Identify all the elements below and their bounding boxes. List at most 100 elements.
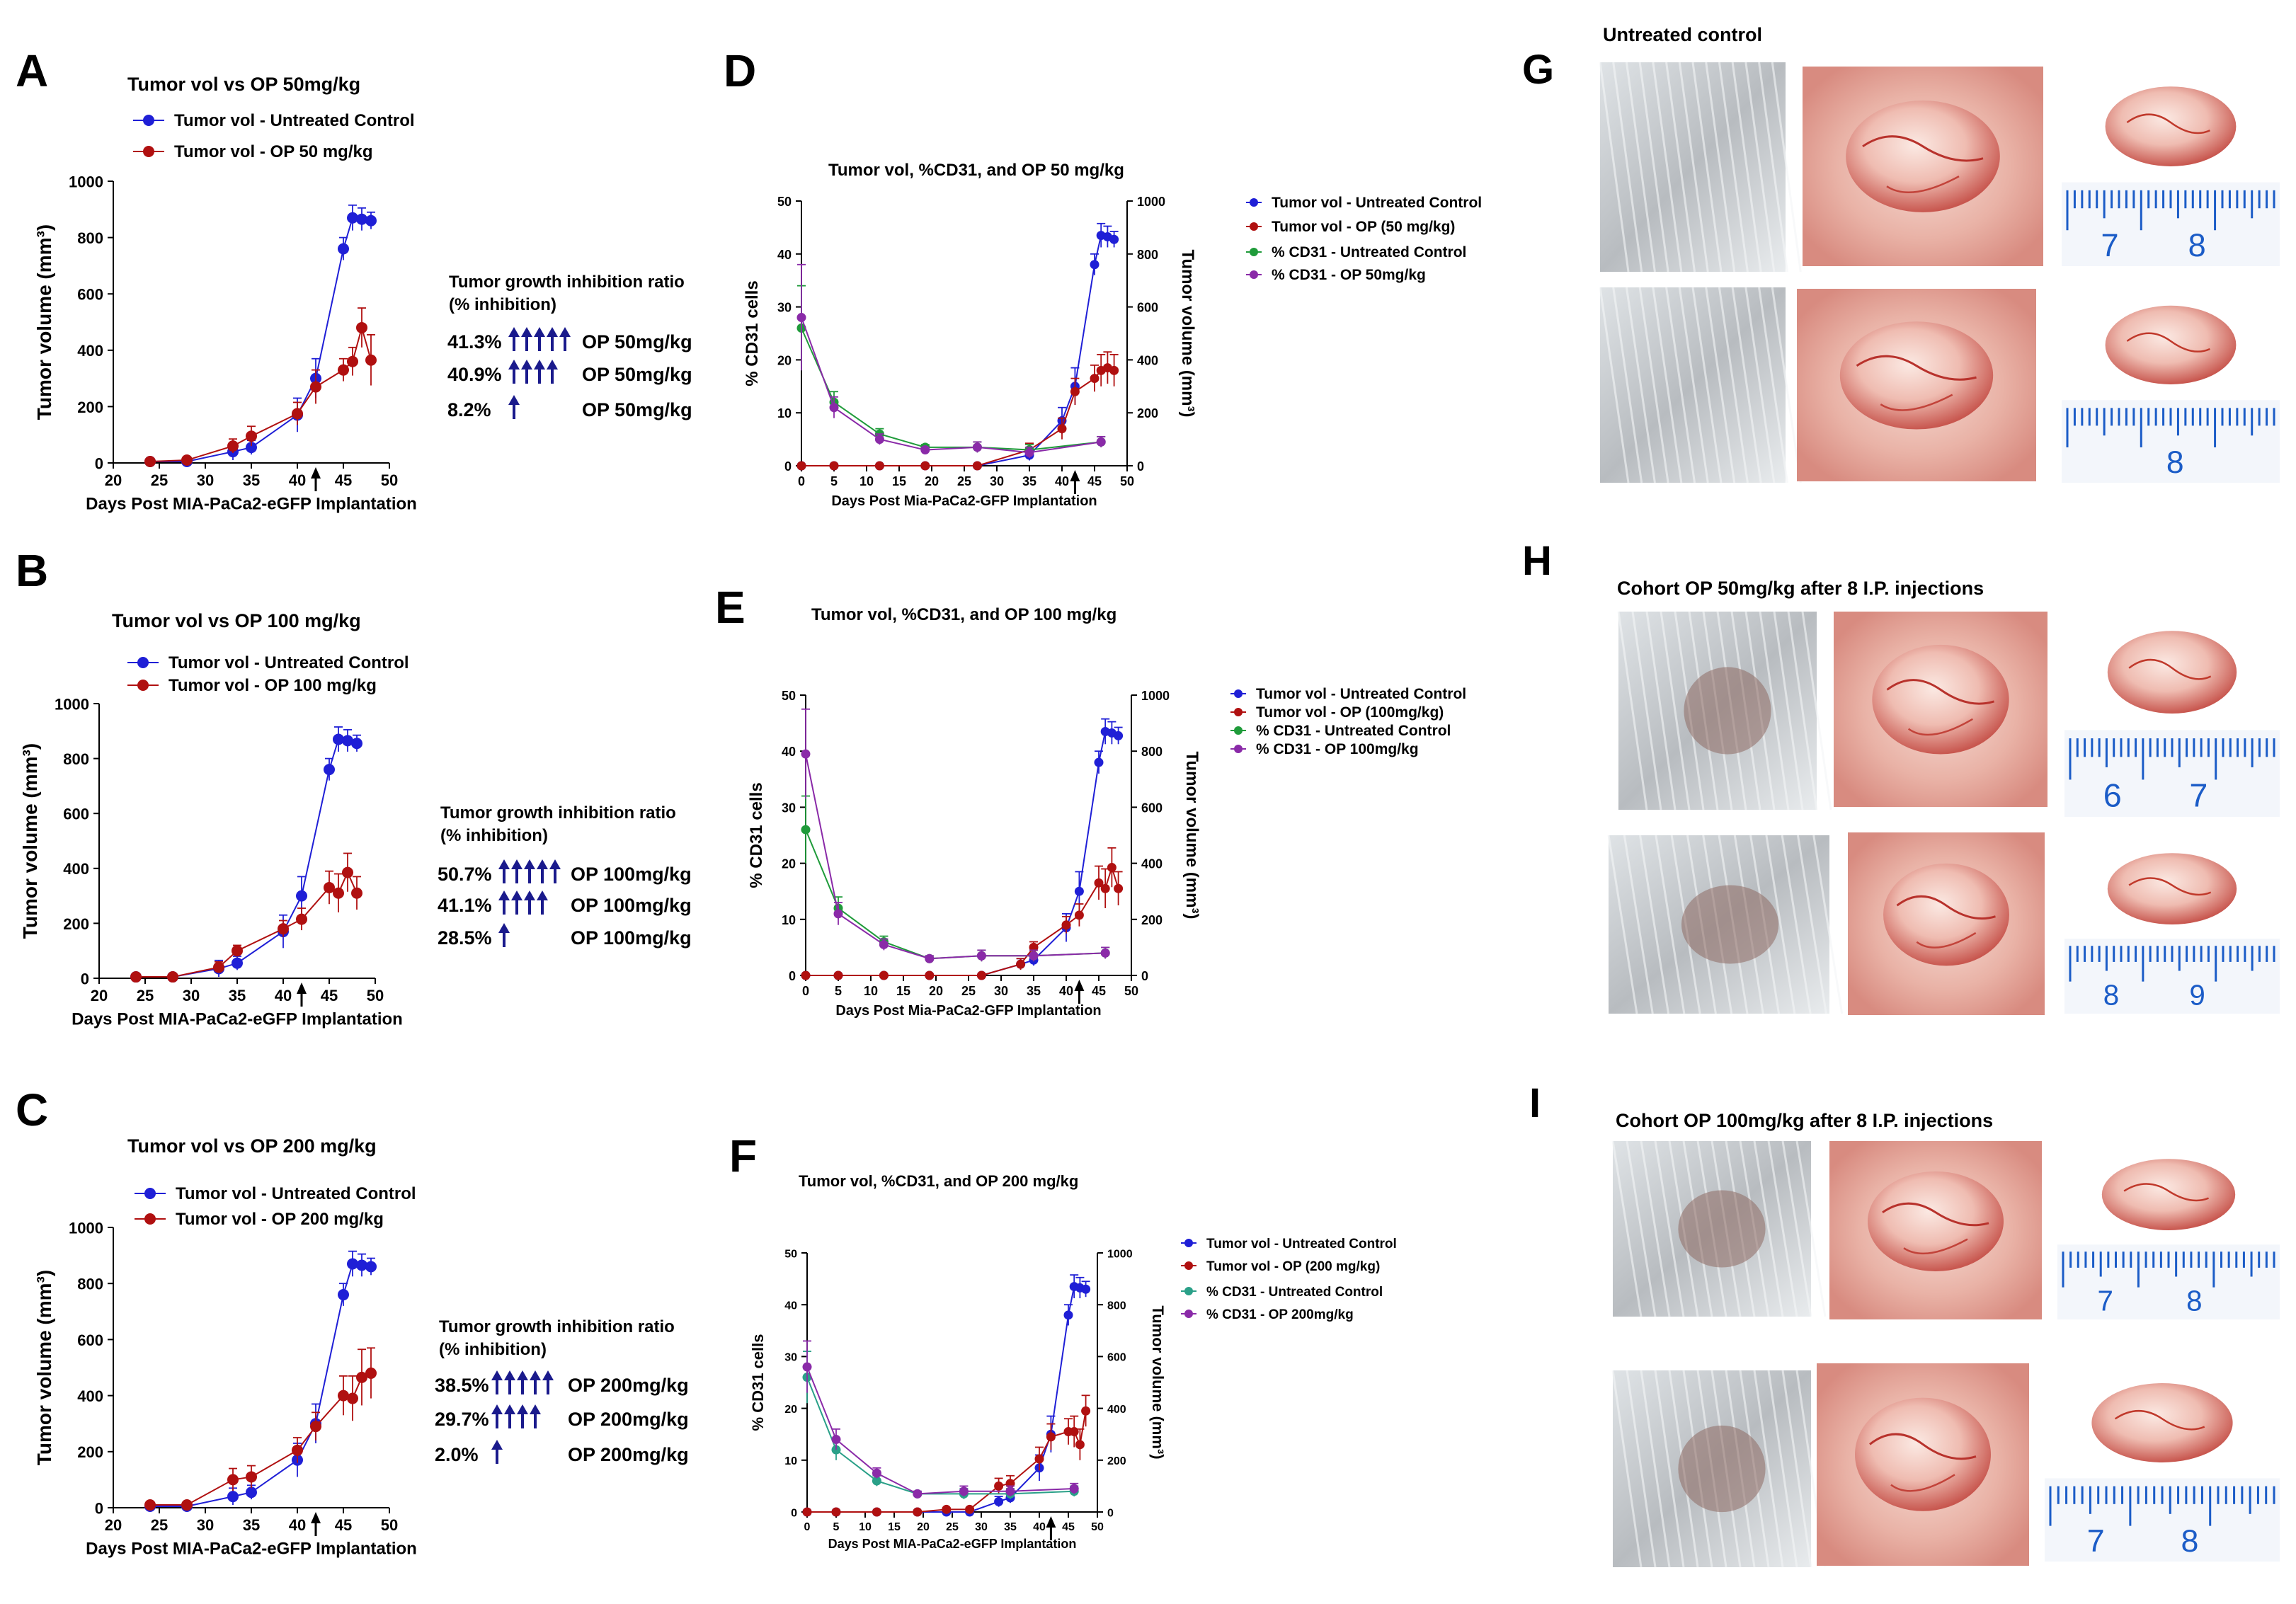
inhibition-label-b: OP 100mg/kg [571,895,692,916]
legend-label-d: % CD31 - Untreated Control [1272,244,1466,260]
y2-tick-label-e: 400 [1141,857,1163,871]
x-tick-label-d: 20 [925,474,939,488]
fur-streak [1691,287,1723,483]
up-arrow-icon [542,1370,554,1380]
y-tick-label-a: 200 [77,399,103,416]
y-tick-label-d: 0 [784,459,792,474]
data-point-a-0 [347,212,358,224]
x-tick-label-f: 10 [859,1521,872,1533]
y2-tick-label-e: 0 [1141,969,1148,983]
fur-streak [1718,62,1749,273]
data-point-a-1 [347,355,358,367]
legend-label-f: Tumor vol - Untreated Control [1206,1237,1397,1251]
y-tick-label-d: 50 [777,195,792,209]
photo-panel-i: Cohort OP 100mg/kg after 8 I.P. injectio… [1611,1110,2280,1568]
x-tick-label-f: 50 [1091,1521,1104,1533]
legend-label-e: % CD31 - Untreated Control [1256,723,1451,739]
excised-tumor [2107,631,2237,714]
panel-letter-g: G [1522,47,1554,93]
series-line-f-3 [806,1366,1075,1495]
fur-streak [1638,62,1669,273]
y-tick-label-c: 1000 [69,1219,103,1237]
data-point-c-0 [246,1486,257,1499]
tumor-mass [1868,1171,2004,1271]
up-arrow-icon [508,360,520,370]
x-axis-label-d: Days Post Mia-PaCa2-GFP Implantation [831,493,1097,509]
data-point-b-1 [278,923,289,935]
data-point-e-1 [925,970,935,980]
y-tick-label-b: 1000 [55,695,89,713]
panel-letter-a: A [16,45,48,96]
excised-tumor [2091,1383,2233,1462]
legend-marker-e [1234,745,1243,753]
y-axis-label-c: Tumor volume (mm³) [33,1270,55,1465]
panel-letter-f: F [729,1130,757,1181]
x-tick-label-c: 30 [197,1516,214,1534]
data-point-f-1 [1069,1427,1079,1437]
y-axis-label-d: % CD31 cells [743,280,762,386]
x-tick-label-e: 20 [929,984,943,998]
fur-streak [1655,835,1686,1014]
inhibition-pct-c: 38.5% [435,1375,489,1396]
data-point-d-3 [1096,437,1106,447]
chart-e: Tumor vol, %CD31, and OP 100 mg/kg 0 5 10 15… [747,605,1466,1019]
y-tick-label-f: 0 [791,1507,797,1519]
up-arrow-icon [521,360,532,370]
data-point-b-0 [342,735,353,747]
fur-streak [1652,287,1683,483]
chart-d: Tumor vol, %CD31, and OP 50 mg/kg 0 5 10 15 2… [743,161,1482,509]
x-tick-label-a: 25 [151,471,168,489]
fur-streak [1638,287,1669,483]
excised-tumor [2105,305,2237,384]
chart-title-d: Tumor vol, %CD31, and OP 50 mg/kg [828,161,1124,180]
x-tick-label-a: 30 [197,471,214,489]
inhibition-title-b: Tumor growth inhibition ratio [440,803,676,823]
y-tick-label-c: 600 [77,1331,103,1349]
ruler-number: 7 [2098,1284,2113,1317]
series-line-e-0 [806,731,1119,976]
series-line-d-2 [801,328,1102,451]
fur-streak [1611,1370,1643,1568]
x-tick-label-f: 0 [804,1521,811,1533]
fur-streak [1625,62,1656,273]
y-tick-label-d: 20 [777,353,792,367]
y-tick-label-d: 30 [777,301,792,315]
y-tick-label-e: 0 [789,969,796,983]
fur-streak [1744,287,1776,483]
data-point-a-1 [338,364,349,376]
inhibition-subtitle-a: (% inhibition) [449,295,556,314]
up-arrow-icon [508,327,520,337]
x-tick-label-c: 25 [151,1516,168,1534]
ruler-number: 6 [2103,777,2122,813]
y-axis-label-f: % CD31 cells [749,1334,767,1431]
x-tick-label-d: 30 [990,474,1004,488]
data-point-e-0 [1074,886,1084,896]
series-line-a-0 [150,217,372,463]
fur-streak [1718,287,1749,483]
inhibition-label-b: OP 100mg/kg [571,864,692,885]
up-arrow-icon [491,1370,503,1380]
tumor-shadow [1684,667,1771,755]
excised-tumor [2107,853,2237,924]
tumor-mass [1839,321,1994,430]
ruler-number: 8 [2188,227,2206,263]
legend-marker-c [144,1188,156,1199]
data-point-f-0 [1081,1284,1091,1294]
y-tick-label-c: 200 [77,1443,103,1461]
inhibition-label-a: OP 50mg/kg [582,399,692,420]
data-point-d-3 [972,442,982,452]
data-point-f-1 [1081,1406,1091,1416]
legend-marker-b [137,680,149,691]
data-point-d-1 [874,461,884,471]
up-arrow-icon [549,859,561,869]
data-point-d-3 [1024,447,1034,457]
y2-tick-label-d: 1000 [1137,195,1165,209]
fur-streak [1631,611,1662,810]
data-point-b-1 [130,971,142,983]
legend-label-a: Tumor vol - OP 50 mg/kg [174,142,373,161]
y-tick-label-a: 800 [77,229,103,247]
data-point-b-0 [324,764,335,776]
y-tick-label-b: 0 [81,970,89,987]
tumor-shadow [1681,885,1779,964]
